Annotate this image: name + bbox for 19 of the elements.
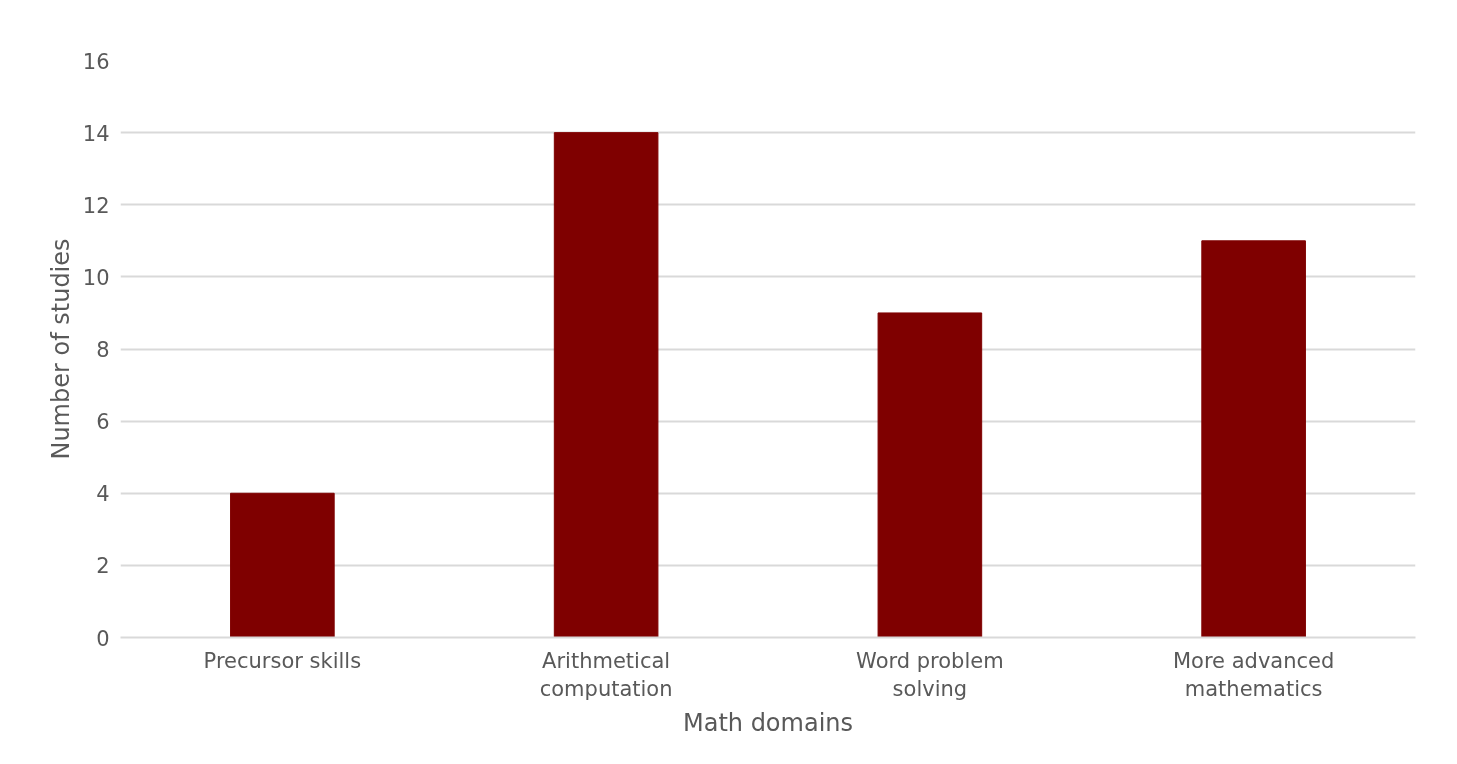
y-tick-label: 8 [96,338,110,362]
y-tick-label: 12 [82,193,110,218]
bar [553,132,659,638]
x-tick-label: Precursor skills [203,648,362,673]
x-tick-label: Arithmetical computation [539,648,673,702]
y-tick-label: 4 [96,482,110,507]
y-tick-label: 0 [96,626,110,651]
y-tick-label: 10 [82,265,110,290]
y-tick-label: 2 [96,554,110,579]
bar [877,312,983,638]
bar [230,492,335,638]
x-axis-title: Math domains [682,709,854,738]
x-tick-label: More advanced mathematics [1172,648,1335,702]
x-tick-label: Word problem solving [856,648,1004,702]
y-axis-title: Number of studies [46,238,75,460]
y-tick-label: 6 [96,410,110,435]
y-tick-label: 16 [82,49,110,74]
y-tick-label: 14 [82,121,110,146]
bar [1201,240,1306,638]
